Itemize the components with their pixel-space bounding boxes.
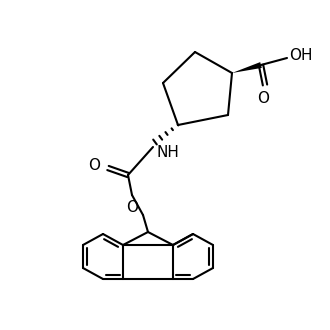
Text: O: O [126, 200, 138, 215]
Text: OH: OH [289, 49, 313, 63]
Text: NH: NH [157, 145, 180, 160]
Text: O: O [88, 158, 100, 174]
Polygon shape [232, 62, 262, 73]
Text: O: O [257, 91, 269, 106]
